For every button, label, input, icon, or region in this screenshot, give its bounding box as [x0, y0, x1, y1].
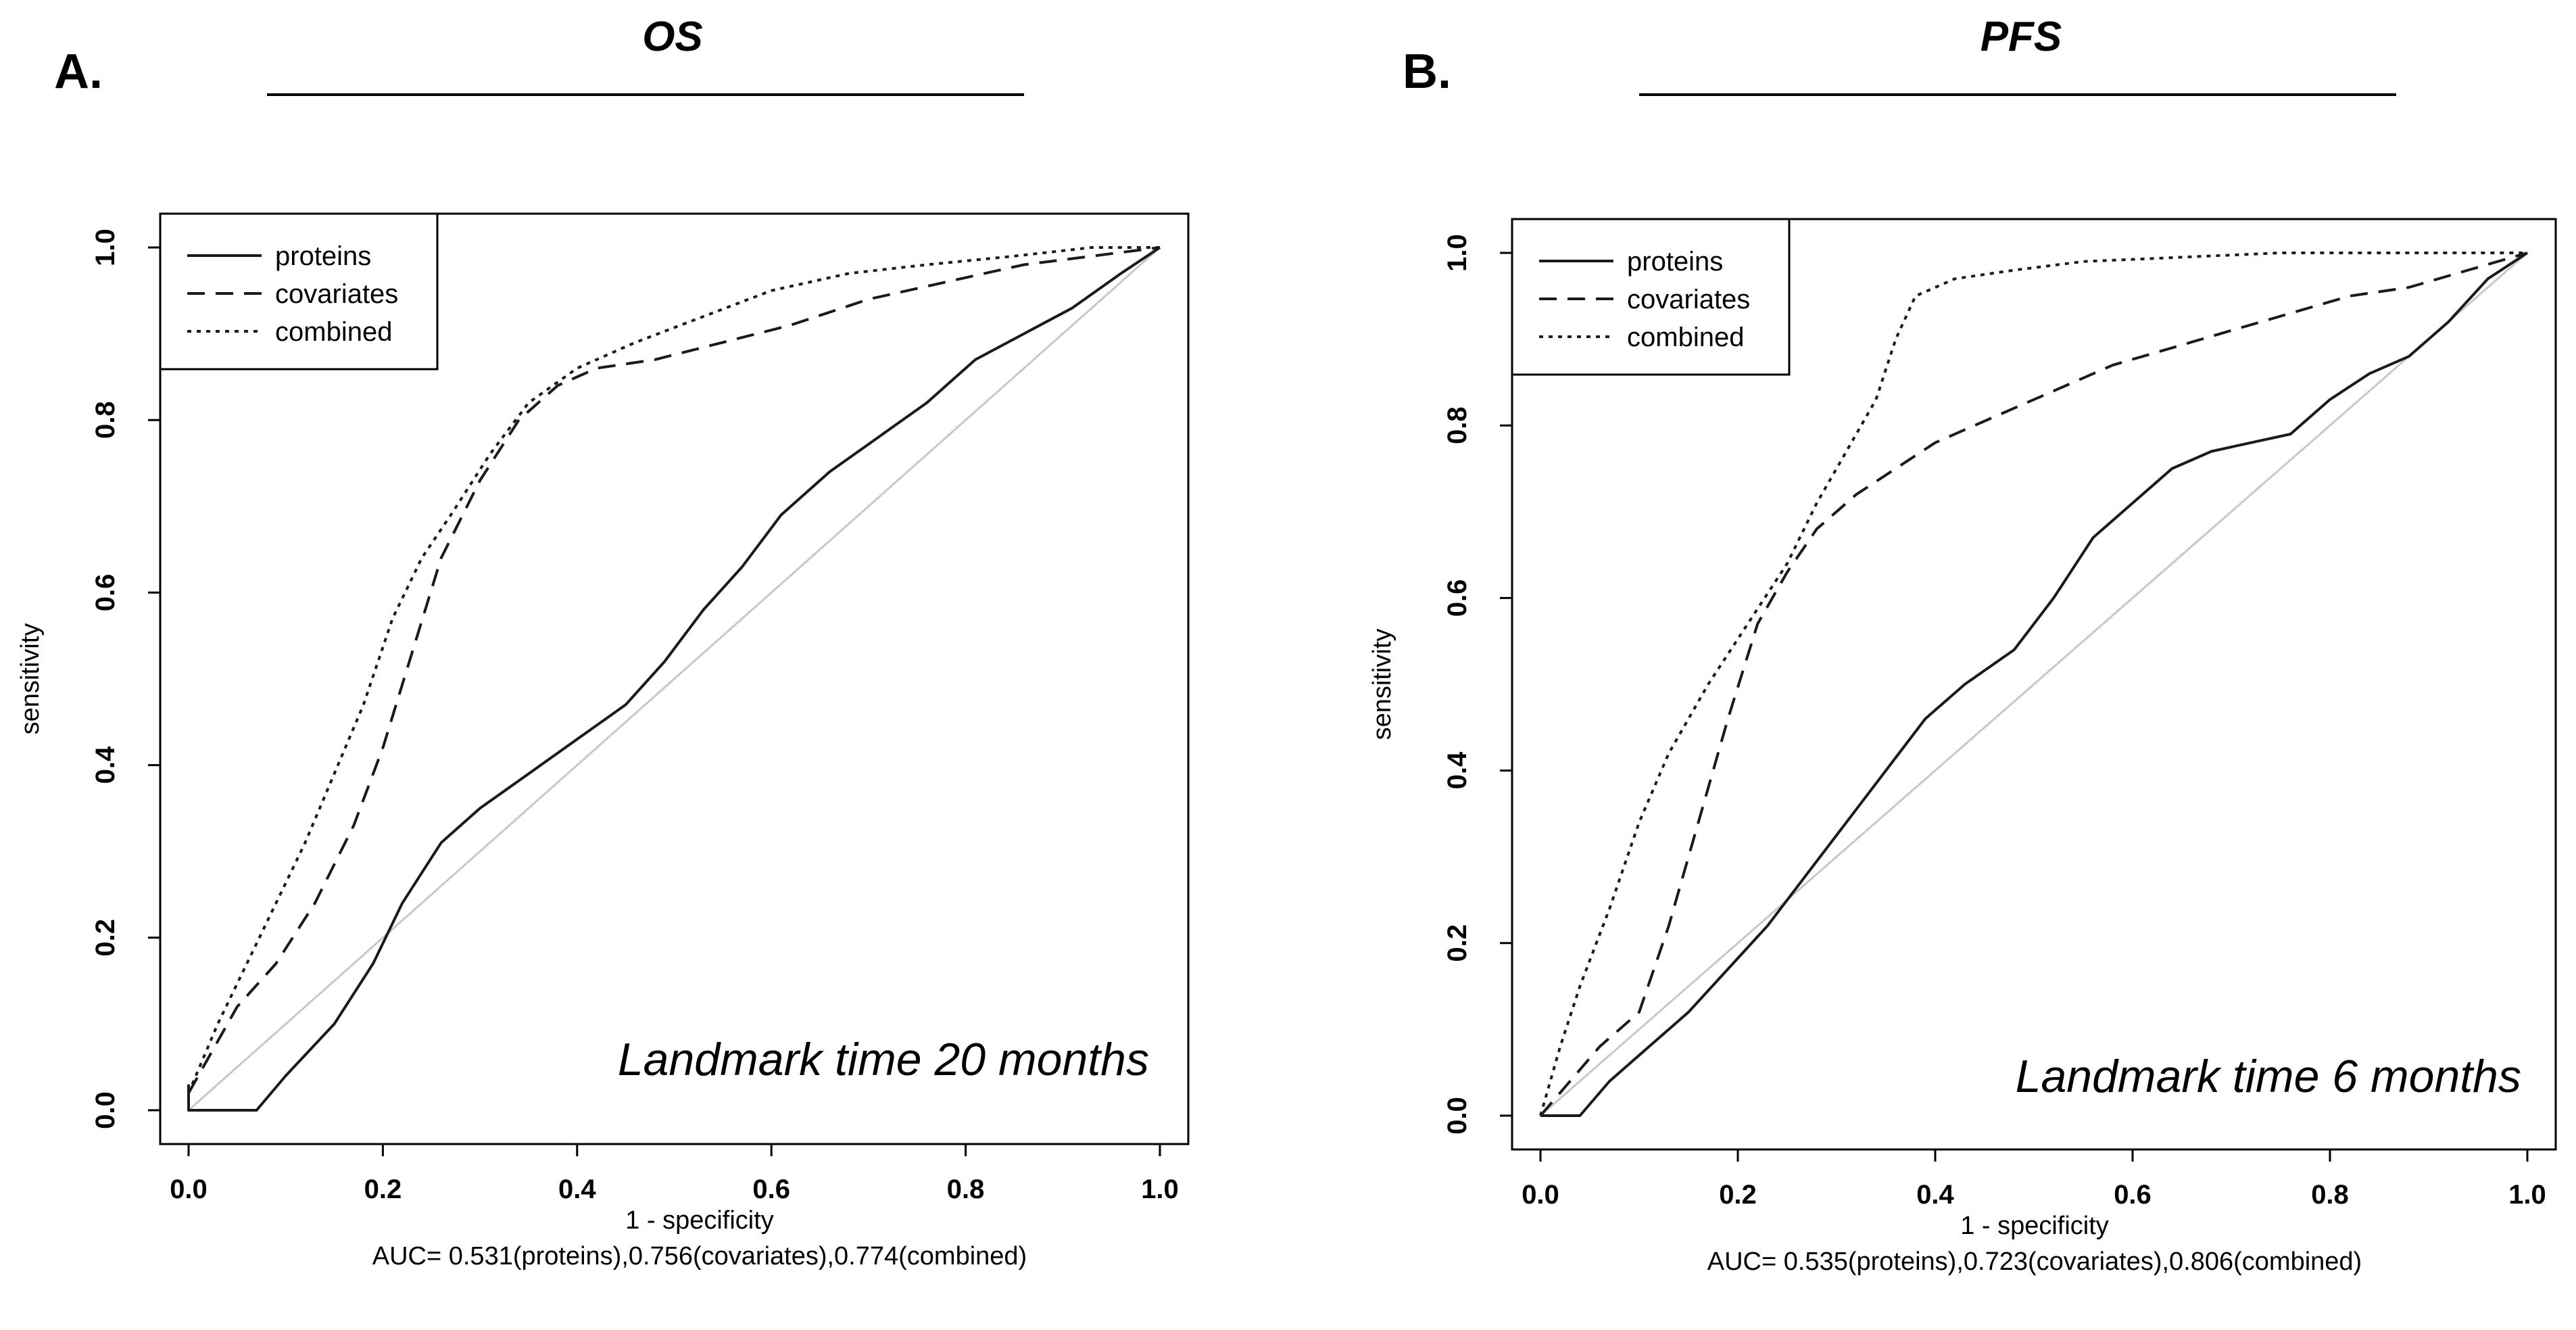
y-axis-label: sensitivity [1368, 629, 1396, 740]
x-tick-label: 0.6 [752, 1174, 790, 1204]
panel-title: PFS [1980, 14, 2062, 60]
y-tick-label: 0.2 [1442, 924, 1472, 962]
panel-letter: B. [1403, 45, 1451, 99]
series-line-combined [187, 246, 1160, 1094]
y-tick-label: 1.0 [1442, 234, 1472, 272]
legend: proteins covariates combined [1511, 218, 1791, 376]
x-axis-label: 1 - specificity [625, 1206, 774, 1235]
legend-entry-proteins: proteins [275, 241, 371, 271]
y-tick-label: 0.8 [1442, 406, 1472, 444]
x-tick-label: 0.0 [170, 1174, 208, 1204]
chart-panel-os: A. OS 0.0 0.2 0.4 0.6 0.8 1.0 0.0 0.2 0.4 0.6 0.8 1.0… [16, 14, 1190, 1270]
plot-frame [1511, 218, 2557, 1151]
series-line-covariates [1539, 252, 2528, 1117]
x-tick-label: 0.6 [2114, 1180, 2152, 1210]
legend-box [1511, 218, 1791, 376]
legend-entry-covariates: covariates [1627, 285, 1750, 314]
legend-entry-proteins: proteins [1627, 247, 1723, 277]
x-tick-label: 0.0 [1522, 1180, 1559, 1210]
landmark-annotation: Landmark time 6 months [2016, 1051, 2521, 1102]
x-tick-label: 0.2 [1719, 1180, 1757, 1210]
chart-panel-pfs: B. PFS 0.0 0.2 0.4 0.6 0.8 1.0 0.0 0.2 0.4 0.6 0.8 1.… [1368, 14, 2557, 1276]
y-tick-label: 0.0 [91, 1091, 120, 1129]
y-tick-label: 0.6 [91, 574, 120, 612]
y-tick-label: 0.6 [1442, 579, 1472, 617]
auc-caption: AUC= 0.531(proteins),0.756(covariates),0… [372, 1242, 1027, 1270]
series-line-proteins [1540, 252, 2529, 1117]
panel-letter: A. [54, 45, 103, 99]
y-tick-label: 0.2 [91, 919, 120, 957]
x-tick-label: 0.4 [558, 1174, 596, 1204]
x-axis-label: 1 - specificity [1960, 1212, 2109, 1240]
x-tick-label: 0.4 [1916, 1180, 1954, 1210]
y-tick-label: 0.4 [91, 746, 120, 784]
panel-title: OS [642, 14, 703, 60]
y-tick-label: 1.0 [91, 229, 120, 266]
y-axis-label: sensitivity [16, 623, 45, 735]
reference-diagonal [188, 246, 1161, 1112]
legend: proteins covariates combined [159, 212, 439, 371]
auc-caption: AUC= 0.535(proteins),0.723(covariates),0… [1707, 1248, 2362, 1276]
y-tick-label: 0.0 [1442, 1097, 1472, 1135]
legend-box [159, 212, 439, 371]
legend-entry-combined: combined [1627, 323, 1744, 352]
series-line-covariates [187, 246, 1161, 1094]
y-tick-label: 0.8 [91, 401, 120, 439]
legend-entry-combined: combined [275, 317, 392, 347]
reference-diagonal [1540, 252, 2528, 1117]
x-tick-label: 1.0 [1141, 1174, 1179, 1204]
y-tick-label: 0.4 [1442, 751, 1472, 789]
x-tick-label: 0.2 [364, 1174, 402, 1204]
x-tick-label: 0.8 [947, 1174, 985, 1204]
landmark-annotation: Landmark time 20 months [618, 1034, 1149, 1085]
x-tick-label: 1.0 [2508, 1180, 2546, 1210]
plot-frame [159, 212, 1190, 1145]
legend-entry-covariates: covariates [275, 279, 398, 309]
x-tick-label: 0.8 [2311, 1180, 2349, 1210]
series-line-proteins [187, 246, 1161, 1112]
